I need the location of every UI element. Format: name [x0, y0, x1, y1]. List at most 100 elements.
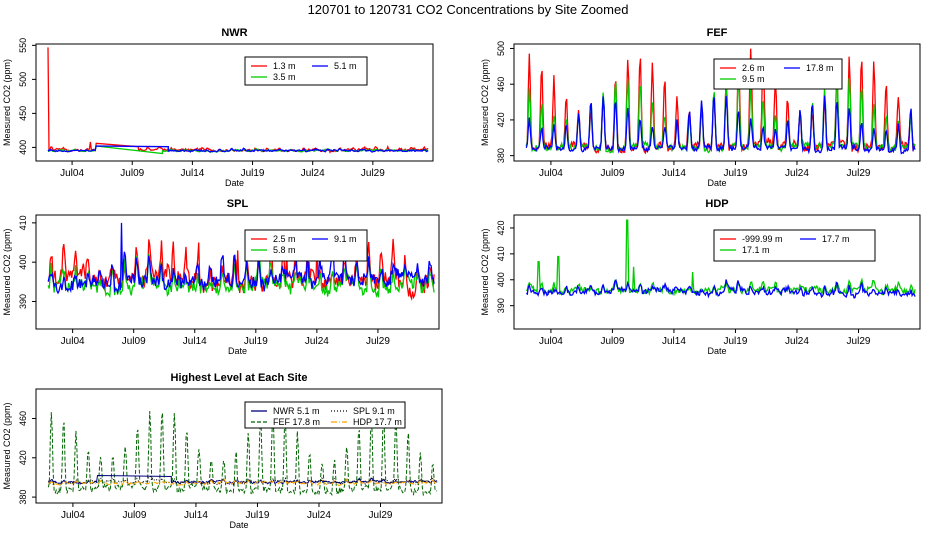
x-tick-label: Jul14 — [662, 336, 686, 347]
legend-box — [244, 56, 368, 86]
y-tick-label: 500 — [18, 72, 28, 87]
x-tick-label: Jul14 — [183, 336, 207, 347]
x-tick-label: Jul19 — [724, 168, 748, 179]
chart-title: Highest Level at Each Site — [171, 372, 308, 384]
x-axis-label: Date — [707, 178, 726, 188]
y-tick-label: 400 — [496, 272, 506, 287]
x-tick-label: Jul19 — [246, 510, 270, 521]
series-line-5-1-m — [47, 145, 429, 153]
series-group — [525, 219, 916, 299]
chart-title: NWR — [221, 27, 247, 39]
legend-label: FEF 17.8 m — [273, 417, 320, 427]
series-line-fef-17-8-m — [47, 411, 438, 497]
plot-frame — [35, 214, 440, 330]
legend: 1.3 m 5.1 m 3.5 m — [244, 56, 368, 86]
legend-label: NWR 5.1 m — [273, 406, 320, 416]
chart-panel-high: Highest Level at Each Site Jul04 Jul09 Jul1… — [2, 372, 443, 530]
x-tick-label: Jul09 — [120, 168, 144, 179]
legend-label: 1.3 m — [273, 61, 296, 71]
series-group — [47, 411, 438, 497]
legend-label: 17.7 m — [822, 234, 850, 244]
legend-box — [244, 229, 368, 262]
legend-label: 9.5 m — [742, 74, 765, 84]
x-tick-label: Jul14 — [180, 168, 204, 179]
y-tick-label: 500 — [496, 41, 506, 56]
legend-label: HDP 17.7 m — [353, 417, 402, 427]
y-axis-label: Measured CO2 (ppm) — [2, 59, 12, 146]
x-axis-label: Date — [228, 346, 247, 356]
plot-frame — [513, 214, 921, 330]
y-tick-label: 380 — [18, 490, 28, 505]
legend: NWR 5.1 m SPL 9.1 m FEF 17.8 m HDP 17.7 m — [244, 401, 406, 429]
x-tick-label: Jul19 — [241, 168, 265, 179]
y-tick-label: 390 — [496, 298, 506, 313]
legend-box — [713, 58, 843, 90]
x-tick-label: Jul29 — [369, 510, 393, 521]
legend-label: 17.1 m — [742, 245, 770, 255]
x-tick-label: Jul29 — [847, 336, 871, 347]
chart-title: FEF — [707, 27, 728, 39]
y-tick-label: 550 — [18, 38, 28, 53]
legend-label: 3.5 m — [273, 72, 296, 82]
x-tick-label: Jul24 — [307, 510, 331, 521]
legend: -999.99 m 17.7 m 17.1 m — [713, 229, 876, 262]
x-tick-label: Jul14 — [184, 510, 208, 521]
legend-box — [244, 401, 406, 429]
chart-title: SPL — [227, 198, 249, 210]
chart-panel-hdp: HDP Jul04 Jul09 Jul14 Jul19 Jul24 Jul29 390 400 4… — [480, 198, 921, 356]
y-tick-label: 460 — [18, 411, 28, 426]
legend-label: -999.99 m — [742, 234, 783, 244]
x-tick-label: Jul04 — [61, 510, 85, 521]
series-line-5-8-m — [47, 253, 435, 299]
series-line-17-8-m — [525, 95, 916, 155]
legend-box — [713, 229, 876, 262]
x-tick-label: Jul24 — [785, 336, 809, 347]
x-tick-label: Jul19 — [244, 336, 268, 347]
x-axis-label: Date — [707, 346, 726, 356]
plot-frame — [35, 388, 443, 504]
x-tick-label: Jul04 — [60, 168, 84, 179]
legend: 2.6 m 17.8 m 9.5 m — [713, 58, 843, 90]
legend-label: SPL 9.1 m — [353, 406, 395, 416]
y-tick-label: 420 — [18, 450, 28, 465]
y-tick-label: 450 — [18, 106, 28, 121]
x-tick-label: Jul09 — [122, 336, 146, 347]
x-axis-label: Date — [229, 520, 248, 530]
y-tick-label: 400 — [18, 140, 28, 155]
y-axis-label: Measured CO2 (ppm) — [480, 228, 490, 315]
legend-label: 2.6 m — [742, 63, 765, 73]
y-tick-label: 420 — [496, 112, 506, 127]
series-line-9-1-m — [47, 222, 435, 295]
x-tick-label: Jul14 — [662, 168, 686, 179]
series-group — [47, 47, 429, 155]
y-tick-label: 460 — [496, 77, 506, 92]
x-axis-label: Date — [225, 178, 244, 188]
chart-panel-spl: SPL Jul04 Jul09 Jul14 Jul19 Jul24 Jul29 390 400 4… — [2, 198, 440, 356]
series-line-17-7-m — [525, 278, 916, 299]
y-tick-label: 380 — [496, 148, 506, 163]
y-axis-label: Measured CO2 (ppm) — [2, 402, 12, 489]
x-tick-label: Jul29 — [847, 168, 871, 179]
x-tick-label: Jul04 — [539, 168, 563, 179]
chart-panel-nwr: NWR Jul04 Jul09 Jul14 Jul19 Jul24 Jul29 400 450 5… — [2, 27, 434, 188]
x-tick-label: Jul09 — [122, 510, 146, 521]
x-tick-label: Jul24 — [301, 168, 325, 179]
legend-label: 5.1 m — [334, 61, 357, 71]
y-axis-label: Measured CO2 (ppm) — [2, 228, 12, 315]
y-tick-label: 410 — [18, 215, 28, 230]
x-tick-label: Jul29 — [361, 168, 385, 179]
legend: 2.5 m 9.1 m 5.8 m — [244, 229, 368, 262]
x-tick-label: Jul19 — [724, 336, 748, 347]
chart-title: HDP — [705, 198, 728, 210]
x-tick-label: Jul04 — [539, 336, 563, 347]
y-tick-label: 410 — [496, 246, 506, 261]
x-tick-label: Jul09 — [600, 168, 624, 179]
legend-label: 17.8 m — [806, 63, 834, 73]
y-tick-label: 420 — [496, 220, 506, 235]
series-line-1-3-m — [47, 47, 429, 154]
series-line-2-5-m — [47, 238, 435, 302]
series-group — [47, 222, 435, 302]
series-line-spl-9-1-m — [48, 475, 438, 487]
